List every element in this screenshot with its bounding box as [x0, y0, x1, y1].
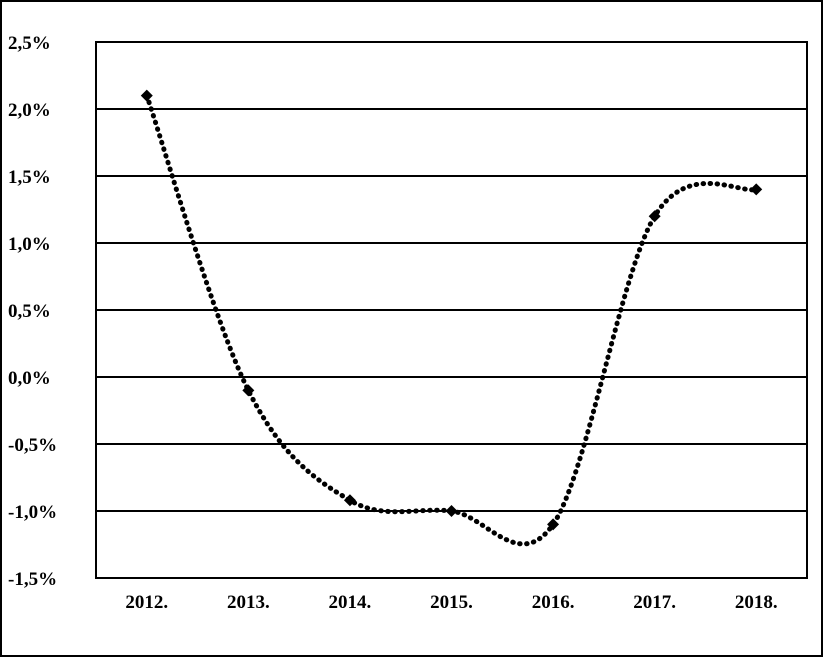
plot-area — [95, 41, 808, 579]
data-point-markers — [140, 89, 763, 531]
y-tick-label: 0,0% — [8, 368, 51, 389]
x-tick-label: 2014. — [329, 592, 372, 613]
y-tick-label: 1,0% — [8, 234, 51, 255]
gridlines — [96, 41, 807, 579]
data-point-marker — [648, 210, 661, 223]
data-point-marker — [445, 505, 458, 517]
y-tick-label: -0,5% — [8, 435, 57, 456]
y-tick-label: -1,0% — [8, 502, 57, 523]
y-axis-tick-labels: 2,5% 2,0% 1,5% 1,0% 0,5% 0,0% -0,5% -1,0% -1,5% — [8, 33, 57, 590]
data-point-marker — [343, 494, 356, 507]
x-tick-label: 2018. — [735, 592, 778, 613]
x-tick-label: 2015. — [430, 592, 473, 613]
series-line — [144, 93, 759, 547]
data-point-marker — [547, 518, 560, 531]
y-tick-label: 1,5% — [8, 167, 51, 188]
y-tick-label: -1,5% — [8, 569, 57, 590]
data-point-marker — [242, 384, 255, 397]
x-tick-label: 2017. — [633, 592, 676, 613]
x-tick-label: 2016. — [532, 592, 575, 613]
y-tick-label: 0,5% — [8, 301, 51, 322]
x-axis-tick-labels: 2012. 2013. 2014. 2015. 2016. 2017. 2018. — [125, 592, 777, 613]
x-tick-label: 2012. — [125, 592, 168, 613]
y-tick-label: 2,0% — [8, 100, 51, 121]
data-point-marker — [750, 183, 763, 196]
data-point-marker — [140, 89, 153, 102]
x-tick-label: 2013. — [227, 592, 270, 613]
y-tick-label: 2,5% — [8, 33, 51, 54]
